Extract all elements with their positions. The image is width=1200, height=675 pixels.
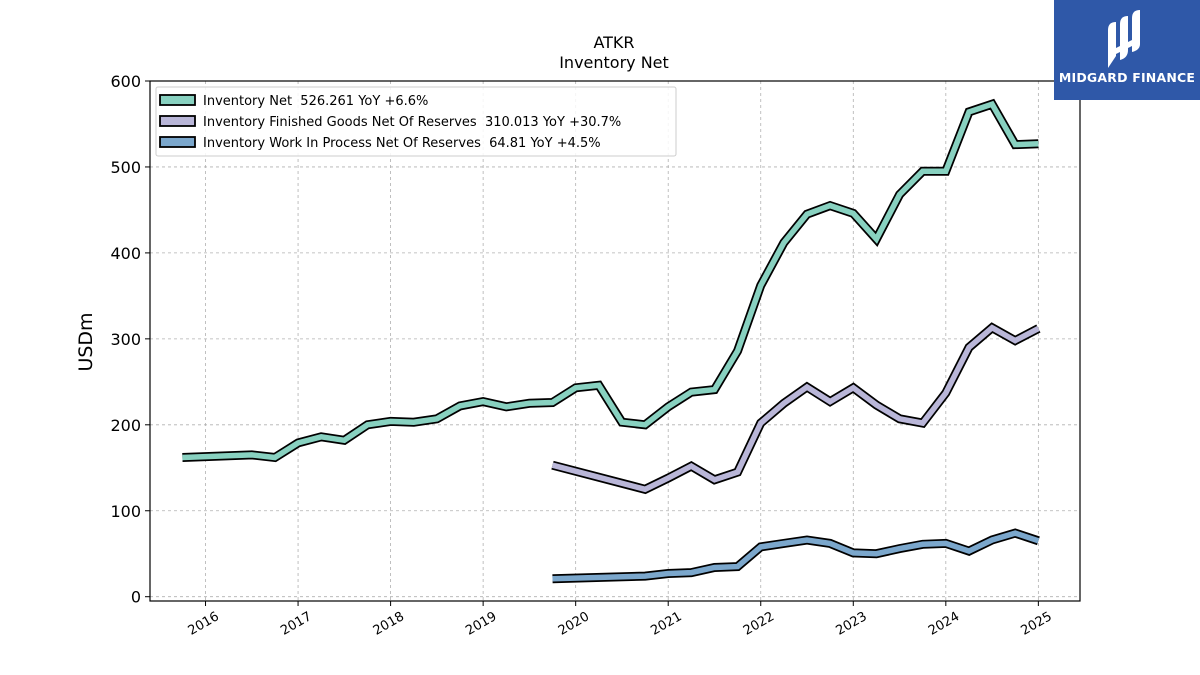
series-layer	[182, 98, 1041, 584]
x-tick-label: 2018	[371, 609, 407, 639]
legend-label-2: Inventory Work In Process Net Of Reserve…	[203, 136, 601, 151]
x-tick-label: 2017	[278, 609, 314, 639]
midgard-logo-mark-icon	[1108, 10, 1140, 68]
x-tick-label: 2016	[186, 609, 222, 639]
y-axis-label: USDm	[75, 312, 97, 371]
series-0-line	[182, 100, 1039, 461]
x-tick-label: 2022	[741, 609, 777, 639]
legend: Inventory Net 526.261 YoY +6.6% Inventory…	[155, 86, 677, 157]
legend-label-0: Inventory Net 526.261 YoY +6.6%	[203, 94, 428, 109]
plot-frame	[149, 80, 1081, 602]
logo-text: MIDGARD FINANCE	[1058, 70, 1196, 85]
axis-ticks: 0 100 200 300 400 500 600 2016 2017 2018 2019 2020 2…	[110, 72, 1054, 639]
chart-title: ATKR	[593, 33, 634, 52]
midgard-finance-logo: MIDGARD FINANCE	[1054, 0, 1200, 100]
legend-swatch-0	[159, 94, 196, 106]
series-2-line	[552, 530, 1040, 582]
y-tick-label: 0	[131, 588, 141, 607]
y-tick-label: 500	[110, 158, 141, 177]
grid	[150, 80, 1080, 601]
x-tick-label: 2023	[833, 609, 869, 639]
y-tick-label: 600	[110, 72, 141, 91]
y-tick-label: 100	[110, 502, 141, 521]
legend-swatch-1	[159, 115, 196, 127]
y-tick-label: 300	[110, 330, 141, 349]
x-tick-label: 2020	[556, 609, 592, 639]
x-tick-label: 2019	[463, 609, 499, 639]
chart-subtitle: Inventory Net	[559, 53, 669, 72]
legend-swatch-2	[159, 136, 196, 148]
legend-label-1: Inventory Finished Goods Net Of Reserves…	[203, 115, 621, 130]
y-tick-label: 200	[110, 416, 141, 435]
legend-box	[155, 86, 677, 157]
x-tick-label: 2024	[926, 609, 962, 639]
y-tick-label: 400	[110, 244, 141, 263]
x-tick-label: 2025	[1019, 609, 1055, 639]
x-tick-label: 2021	[648, 609, 684, 639]
series-1-line	[551, 324, 1040, 493]
